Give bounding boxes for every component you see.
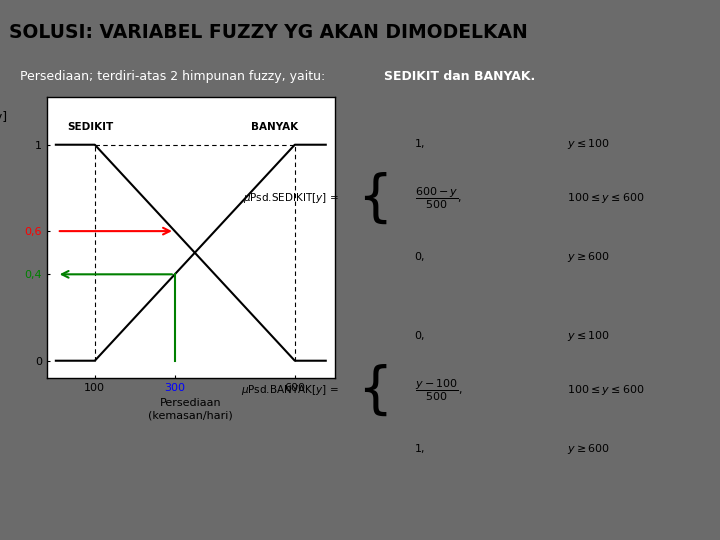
Text: $\{$: $\{$ [356, 171, 387, 226]
Text: $100 \leq y \leq 600$: $100 \leq y \leq 600$ [567, 192, 645, 205]
Text: SEDIKIT dan BANYAK.: SEDIKIT dan BANYAK. [384, 70, 535, 84]
Text: $y \geq 600$: $y \geq 600$ [567, 251, 611, 265]
Text: $y \geq 600$: $y \geq 600$ [567, 442, 611, 456]
Text: $\{$: $\{$ [356, 362, 387, 418]
Text: $\dfrac{600-y}{500},$: $\dfrac{600-y}{500},$ [415, 186, 462, 211]
Text: BANYAK: BANYAK [251, 122, 298, 132]
Text: 0,: 0, [415, 252, 426, 262]
Text: SOLUSI: VARIABEL FUZZY YG AKAN DIMODELKAN: SOLUSI: VARIABEL FUZZY YG AKAN DIMODELKA… [9, 23, 527, 42]
Text: 1,: 1, [415, 444, 426, 454]
Text: $y \leq 100$: $y \leq 100$ [567, 137, 611, 151]
Text: $100 \leq y \leq 600$: $100 \leq y \leq 600$ [567, 383, 645, 397]
X-axis label: Persediaan
(kemasan/hari): Persediaan (kemasan/hari) [148, 399, 233, 420]
Text: 0,: 0, [415, 331, 426, 341]
Text: Persediaan; terdiri-atas 2 himpunan fuzzy, yaitu:: Persediaan; terdiri-atas 2 himpunan fuzz… [20, 70, 330, 84]
Text: $\mu$Psd.SEDIKIT$[y]$ =: $\mu$Psd.SEDIKIT$[y]$ = [243, 192, 338, 205]
Text: SEDIKIT: SEDIKIT [67, 122, 113, 132]
Text: $\dfrac{y-100}{500},$: $\dfrac{y-100}{500},$ [415, 377, 462, 403]
Text: $y \leq 100$: $y \leq 100$ [567, 329, 611, 343]
Text: μ[y]: μ[y] [0, 111, 7, 124]
Text: 1,: 1, [415, 139, 426, 149]
Text: $\mu$Psd.BANYAK$[y]$ =: $\mu$Psd.BANYAK$[y]$ = [240, 383, 338, 397]
